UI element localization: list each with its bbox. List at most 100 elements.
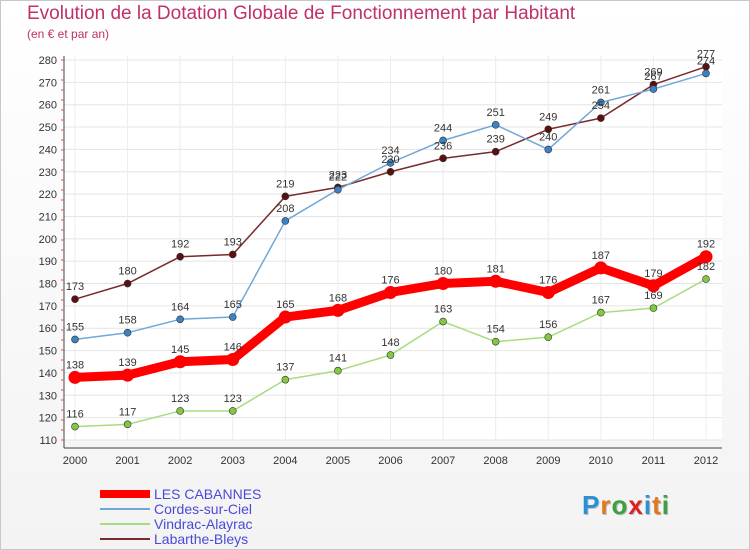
- data-label: 164: [171, 301, 189, 313]
- data-point: [226, 353, 240, 367]
- data-label: 269: [644, 67, 662, 79]
- data-label: 251: [486, 107, 504, 119]
- data-point: [71, 422, 79, 431]
- data-point: [228, 407, 237, 415]
- legend-label: Labarthe-Bleys: [154, 530, 249, 547]
- data-point: [489, 274, 503, 288]
- data-label: 167: [592, 295, 610, 307]
- data-label: 219: [276, 178, 294, 190]
- legend-swatch-les-cabannes: [100, 489, 150, 498]
- data-label: 208: [276, 203, 294, 215]
- y-tick-label: 180: [39, 279, 57, 291]
- data-label: 239: [486, 134, 504, 146]
- data-label: 236: [434, 140, 452, 152]
- x-tick-label: 2006: [378, 455, 402, 467]
- data-point: [491, 337, 500, 346]
- data-point: [597, 308, 605, 317]
- data-point: [281, 217, 290, 225]
- data-label: 223: [329, 169, 347, 181]
- data-point: [597, 98, 605, 107]
- data-point: [386, 159, 395, 167]
- data-point: [228, 250, 237, 259]
- data-label: 155: [66, 321, 84, 333]
- data-point: [702, 69, 710, 78]
- data-point: [491, 147, 500, 156]
- data-label: 176: [381, 274, 399, 286]
- data-point: [541, 285, 555, 299]
- data-label: 138: [66, 359, 84, 371]
- data-label: 192: [697, 239, 715, 251]
- data-label: 145: [171, 344, 189, 356]
- logo-letter: i: [661, 490, 670, 520]
- x-tick-label: 2011: [642, 455, 666, 467]
- legend-swatch-labarthe-bleys: [100, 537, 150, 540]
- data-point: [597, 114, 605, 122]
- chart-subtitle: (en € et par an): [27, 27, 110, 41]
- legend-label: Cordes-sur-Ciel: [154, 500, 253, 517]
- data-label: 244: [434, 122, 452, 134]
- x-tick-label: 2001: [115, 455, 139, 467]
- data-point: [439, 136, 447, 145]
- data-point: [646, 279, 660, 293]
- x-tick-label: 2004: [273, 455, 297, 467]
- legend-label: LES CABANNES: [154, 485, 262, 502]
- x-tick-label: 2005: [326, 455, 350, 467]
- data-point: [386, 351, 395, 359]
- data-label: 277: [697, 49, 715, 61]
- data-label: 274: [697, 55, 715, 67]
- data-label: 158: [118, 315, 136, 327]
- data-label: 146: [224, 342, 242, 354]
- x-tick-label: 2003: [221, 455, 245, 467]
- data-point: [334, 366, 342, 375]
- data-label: 181: [486, 263, 504, 275]
- logo-letter: x: [628, 490, 644, 520]
- data-label: 137: [276, 362, 294, 374]
- data-point: [123, 420, 132, 429]
- data-point: [334, 185, 342, 194]
- x-tick-label: 2007: [431, 455, 455, 467]
- data-point: [176, 407, 184, 415]
- data-label: 230: [381, 154, 399, 166]
- chart-title: Evolution de la Dotation Globale de Fonc…: [27, 3, 576, 24]
- data-label: 123: [224, 393, 242, 405]
- data-label: 173: [66, 281, 84, 293]
- data-label: 234: [381, 145, 399, 157]
- legend-item-vindrac-alayrac: Vindrac-Alayrac: [100, 515, 261, 532]
- y-tick-label: 250: [39, 122, 57, 134]
- x-tick-label: 2008: [483, 455, 507, 467]
- data-point: [544, 145, 553, 154]
- y-tick-label: 110: [39, 435, 57, 447]
- logo-letter: P: [582, 490, 601, 520]
- legend-item-les-cabannes: LES CABANNES: [100, 485, 262, 502]
- data-label: 176: [539, 274, 557, 286]
- legend-swatch-cordes-sur-ciel: [100, 507, 150, 510]
- legend: LES CABANNES Cordes-sur-Ciel Vindrac-Ala…: [100, 485, 262, 547]
- data-label: 156: [539, 319, 557, 331]
- data-label: 163: [434, 304, 452, 316]
- data-label: 117: [119, 406, 137, 418]
- data-point: [436, 277, 450, 291]
- y-tick-label: 260: [39, 100, 57, 112]
- data-point: [71, 295, 79, 303]
- data-point: [439, 317, 447, 326]
- plot-area: [64, 56, 722, 440]
- proxiti-logo: Proxiti: [582, 490, 670, 521]
- y-tick-label: 130: [39, 390, 57, 402]
- y-tick-label: 200: [39, 234, 57, 246]
- data-point: [123, 279, 132, 288]
- data-label: 169: [644, 290, 662, 302]
- data-point: [173, 355, 187, 369]
- legend-label: Vindrac-Alayrac: [154, 515, 253, 532]
- y-tick-label: 280: [39, 55, 57, 67]
- data-label: 187: [592, 250, 610, 262]
- y-tick-label: 270: [39, 77, 57, 89]
- logo-letter: i: [643, 490, 653, 520]
- y-tick-label: 210: [39, 211, 57, 223]
- data-point: [68, 370, 82, 384]
- data-label: 141: [329, 353, 347, 365]
- legend-item-cordes-sur-ciel: Cordes-sur-Ciel: [100, 500, 261, 517]
- data-point: [702, 275, 710, 283]
- data-label: 179: [644, 268, 662, 280]
- data-point: [228, 313, 237, 321]
